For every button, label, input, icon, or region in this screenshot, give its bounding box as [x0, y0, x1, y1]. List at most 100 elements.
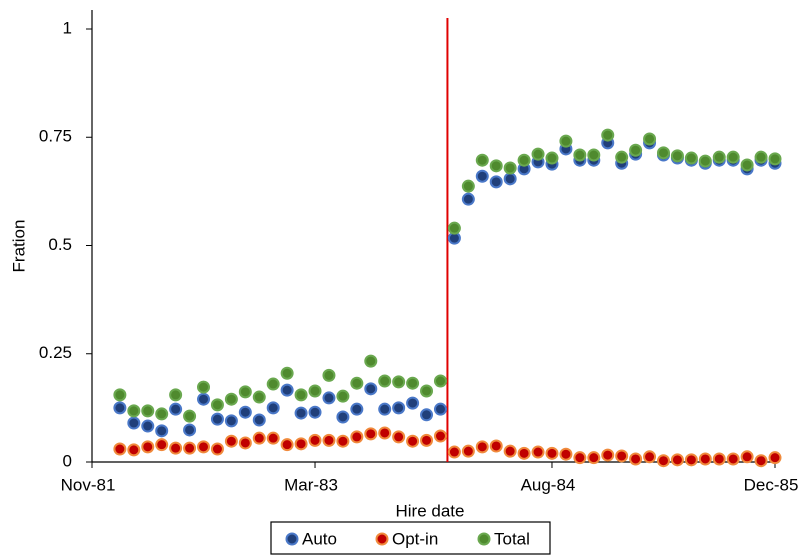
- point: [280, 366, 294, 380]
- point: [420, 408, 434, 422]
- point: [656, 454, 670, 468]
- point: [280, 383, 294, 397]
- point: [113, 388, 127, 402]
- point: [113, 442, 127, 456]
- point: [155, 407, 169, 421]
- point: [141, 419, 155, 433]
- point: [670, 453, 684, 467]
- point: [294, 388, 308, 402]
- point: [322, 391, 336, 405]
- point: [322, 368, 336, 382]
- point: [336, 434, 350, 448]
- point: [461, 192, 475, 206]
- point: [503, 172, 517, 186]
- legend-marker: [285, 532, 299, 546]
- point: [712, 452, 726, 466]
- point: [726, 150, 740, 164]
- point: [210, 412, 224, 426]
- point: [238, 405, 252, 419]
- point: [308, 433, 322, 447]
- point: [113, 401, 127, 415]
- point: [392, 430, 406, 444]
- point: [183, 423, 197, 437]
- point: [615, 150, 629, 164]
- point: [210, 398, 224, 412]
- point: [224, 434, 238, 448]
- point: [698, 452, 712, 466]
- point: [601, 128, 615, 142]
- point: [684, 453, 698, 467]
- point: [545, 446, 559, 460]
- legend-marker: [477, 532, 491, 546]
- point: [447, 445, 461, 459]
- y-tick-label: 0.5: [48, 235, 72, 254]
- point: [378, 402, 392, 416]
- x-tick-label: Aug-84: [521, 475, 576, 494]
- point: [364, 354, 378, 368]
- legend-marker: [375, 532, 389, 546]
- y-tick-label: 0.75: [39, 127, 72, 146]
- point: [475, 169, 489, 183]
- point: [433, 429, 447, 443]
- point: [615, 449, 629, 463]
- point: [127, 416, 141, 430]
- point: [670, 149, 684, 163]
- point: [420, 433, 434, 447]
- point: [266, 431, 280, 445]
- point: [740, 158, 754, 172]
- point: [406, 434, 420, 448]
- point: [252, 431, 266, 445]
- point: [489, 439, 503, 453]
- y-axis-title: Fration: [9, 220, 28, 273]
- y-tick-label: 0.25: [39, 343, 72, 362]
- point: [294, 437, 308, 451]
- point: [308, 405, 322, 419]
- point: [392, 401, 406, 415]
- x-axis-title: Hire date: [396, 501, 465, 520]
- point: [127, 404, 141, 418]
- point: [364, 382, 378, 396]
- point: [629, 143, 643, 157]
- point: [238, 385, 252, 399]
- point: [266, 377, 280, 391]
- legend-box: [270, 521, 551, 555]
- point: [433, 402, 447, 416]
- point: [489, 175, 503, 189]
- point: [308, 384, 322, 398]
- point: [197, 380, 211, 394]
- point: [559, 447, 573, 461]
- point: [573, 451, 587, 465]
- point: [475, 440, 489, 454]
- point: [656, 146, 670, 160]
- point: [643, 132, 657, 146]
- y-tick-label: 0: [63, 451, 72, 470]
- point: [433, 374, 447, 388]
- y-tick-label: 1: [63, 18, 72, 37]
- legend-label: Opt-in: [392, 529, 438, 548]
- point: [169, 388, 183, 402]
- point: [280, 438, 294, 452]
- point: [475, 153, 489, 167]
- point: [364, 427, 378, 441]
- point: [155, 424, 169, 438]
- point: [238, 436, 252, 450]
- point: [698, 154, 712, 168]
- point: [294, 406, 308, 420]
- point: [489, 159, 503, 173]
- point: [684, 151, 698, 165]
- point: [573, 148, 587, 162]
- x-tick-label: Dec-85: [744, 475, 799, 494]
- point: [197, 440, 211, 454]
- point: [726, 452, 740, 466]
- point: [406, 376, 420, 390]
- point: [392, 375, 406, 389]
- point: [406, 396, 420, 410]
- point: [740, 450, 754, 464]
- point: [350, 402, 364, 416]
- point: [559, 134, 573, 148]
- point: [712, 150, 726, 164]
- point: [197, 392, 211, 406]
- point: [350, 376, 364, 390]
- point: [517, 446, 531, 460]
- point: [169, 441, 183, 455]
